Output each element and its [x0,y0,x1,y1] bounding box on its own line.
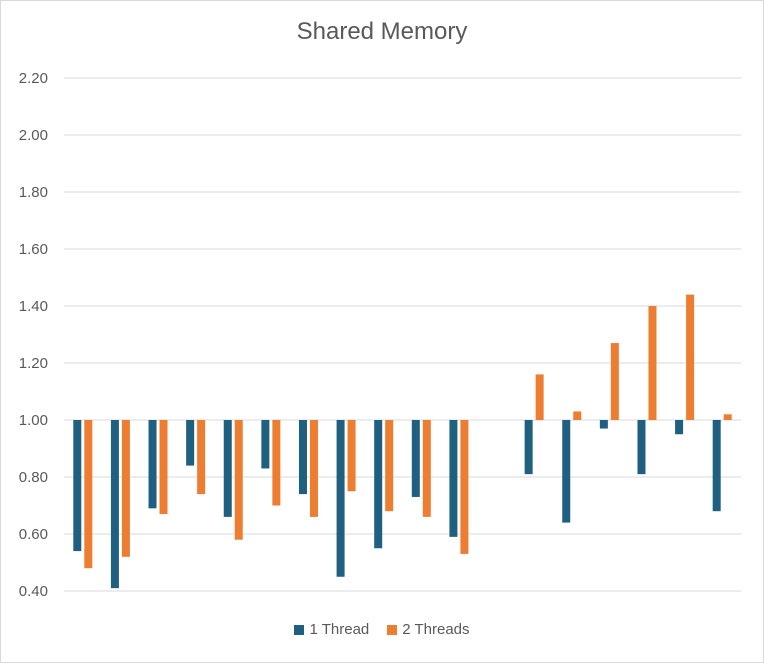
y-tick-label: 2.20 [19,70,48,87]
bar-series-1 [524,420,533,475]
bar-series-2 [121,420,130,557]
legend-swatch-series-2 [387,624,398,635]
legend: 1 Thread 2 Threads [0,621,764,638]
bar-series-1 [73,420,82,552]
y-tick-label: 2.00 [19,127,48,144]
bar-series-1 [562,420,571,523]
bar-series-1 [298,420,307,495]
y-tick-label: 1.80 [19,184,48,201]
bar-series-1 [110,420,119,589]
bar-series-2 [309,420,318,517]
bar-series-1 [411,420,420,497]
bar-series-2 [535,374,544,420]
bar-series-1 [449,420,458,537]
legend-label-series-2: 2 Threads [402,621,470,638]
legend-item-series-2: 2 Threads [387,621,470,638]
bar-series-2 [723,414,732,420]
legend-item-series-1: 1 Thread [294,621,369,638]
bar-series-1 [374,420,383,549]
bar-series-2 [197,420,206,495]
bar-series-2 [422,420,431,517]
bar-series-1 [599,420,608,429]
bar-series-2 [460,420,469,554]
bar-series-2 [234,420,243,540]
bar-series-1 [261,420,270,469]
y-tick-label: 1.20 [19,355,48,372]
legend-label-series-1: 1 Thread [309,621,370,638]
y-tick-label: 0.80 [19,469,48,486]
bar-series-1 [148,420,157,509]
y-tick-label: 0.40 [19,583,48,600]
bar-series-1 [712,420,721,512]
y-tick-label: 1.00 [19,412,48,429]
bar-series-2 [84,420,93,569]
y-tick-label: 1.40 [19,298,48,315]
y-tick-label: 1.60 [19,241,48,258]
bar-series-2 [686,294,695,420]
chart-title: Shared Memory [296,18,468,45]
bar-series-1 [675,420,684,435]
bar-series-1 [637,420,646,475]
bar-series-2 [648,306,657,420]
bar-series-2 [347,420,356,492]
bar-series-2 [272,420,281,506]
bar-series-1 [223,420,232,517]
bar-series-2 [610,343,619,420]
bar-series-2 [385,420,394,512]
bar-series-2 [159,420,168,515]
bar-series-1 [186,420,195,466]
bar-series-1 [336,420,345,577]
y-tick-label: 0.60 [19,526,48,543]
bar-series-2 [573,411,582,420]
legend-swatch-series-1 [294,624,305,635]
